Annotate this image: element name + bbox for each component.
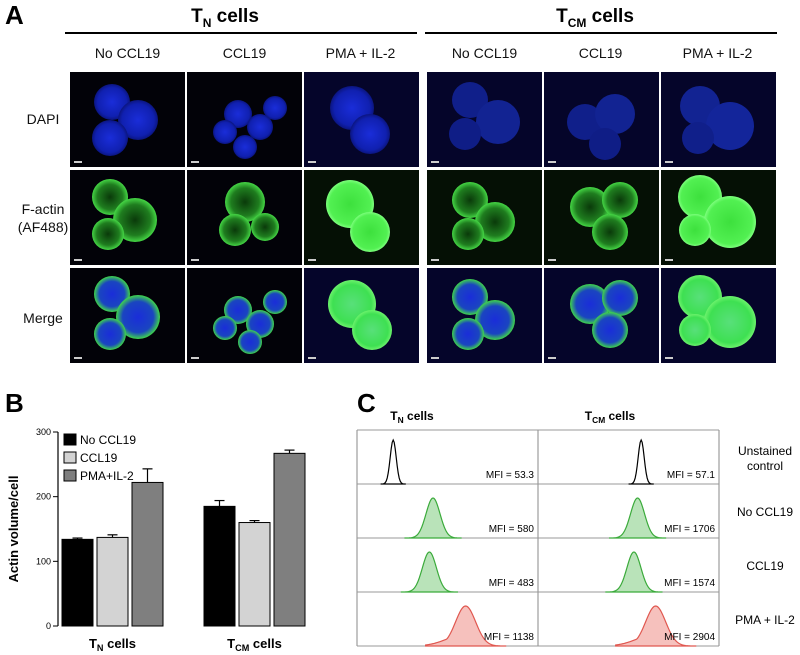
- actin-volume-chart: Actin volume/cell 0 100 200 300 TN cells TCM c…: [6, 427, 306, 653]
- mfi-label: MFI = 1574: [664, 578, 715, 589]
- row-label: CCL19: [746, 559, 784, 573]
- micrograph-row-merge: [70, 268, 776, 363]
- legend-label: PMA+IL-2: [80, 469, 134, 483]
- group-title-tcm-rest: cells: [586, 6, 634, 27]
- legend-swatch: [63, 433, 77, 446]
- bar: [273, 452, 306, 627]
- panel-b-letter: B: [5, 388, 24, 418]
- y-axis-label: Actin volume/cell: [6, 476, 21, 583]
- group-title-tn-rest: cells: [211, 6, 259, 27]
- column-header: No CCL19: [451, 45, 518, 61]
- mfi-label: MFI = 53.3: [486, 470, 535, 481]
- scale-bars: [74, 161, 673, 359]
- bar: [131, 481, 164, 627]
- group-title-tcm: TCM cells: [425, 6, 765, 30]
- group-title-tn: TN cells: [55, 6, 395, 30]
- bar: [96, 536, 129, 627]
- bar: [61, 538, 94, 627]
- histogram-curve: [404, 497, 462, 539]
- group-title-tn-sub: N: [202, 15, 212, 30]
- column-header: PMA + IL-2: [325, 45, 396, 61]
- micrograph-row-dapi: [70, 72, 776, 167]
- x-category-label: TN cells: [89, 636, 136, 653]
- column-header: No CCL19: [94, 45, 161, 61]
- row-label-factin-line2: (AF488): [17, 219, 69, 235]
- group-title-tcm-sub: CM: [567, 15, 587, 30]
- histogram-curve: [628, 438, 654, 485]
- column-header: CCL19: [578, 45, 623, 61]
- row-label-factin-line1: F-actin: [21, 201, 65, 217]
- column-title-tn: TN cells: [390, 409, 434, 425]
- histogram-curve: [615, 605, 697, 647]
- group-title-tn-main: T: [191, 6, 203, 27]
- mfi-label: MFI = 1706: [664, 524, 715, 535]
- histogram-curve: [605, 551, 663, 593]
- y-tick-label: 200: [36, 492, 51, 502]
- group-underline-tcm: [425, 32, 777, 34]
- row-label-dapi: DAPI: [26, 111, 60, 127]
- y-tick-label: 0: [46, 621, 51, 631]
- legend-swatch: [63, 451, 77, 464]
- flow-histogram-grid: TN cells TCM cells MFI = 53.3 MFI = 57.1 Uns…: [356, 409, 795, 647]
- histogram-curve: [608, 497, 667, 539]
- row-label: PMA + IL-2: [735, 613, 795, 627]
- x-category-label: TCM cells: [227, 636, 282, 653]
- mfi-label: MFI = 2904: [664, 632, 715, 643]
- panel-c-letter: C: [357, 388, 376, 418]
- histogram-curve: [380, 438, 406, 485]
- group-underline-tn: [65, 32, 417, 34]
- row-label: No CCL19: [737, 505, 793, 519]
- histogram-curve: [400, 551, 458, 593]
- row-label: control: [747, 459, 783, 473]
- micrograph-grid: [70, 72, 776, 363]
- mfi-label: MFI = 1138: [484, 632, 535, 643]
- mfi-label: MFI = 580: [489, 524, 535, 535]
- y-tick-label: 300: [36, 427, 51, 437]
- y-tick-label: 100: [36, 556, 51, 566]
- legend-label: No CCL19: [80, 433, 136, 447]
- micrograph-row-factin: [70, 170, 776, 265]
- legend-swatch: [63, 469, 77, 482]
- bar: [238, 522, 271, 627]
- mfi-label: MFI = 483: [489, 578, 535, 589]
- histogram-curve: [425, 605, 507, 647]
- mfi-label: MFI = 57.1: [667, 470, 716, 481]
- column-header: CCL19: [222, 45, 267, 61]
- bar: [203, 505, 236, 627]
- row-label-merge: Merge: [23, 310, 63, 326]
- column-title-tcm: TCM cells: [585, 409, 636, 425]
- panel-a-letter: A: [5, 0, 24, 30]
- column-header: PMA + IL-2: [682, 45, 753, 61]
- row-label: Unstained: [738, 444, 792, 458]
- row-label-factin: F-actin (AF488): [8, 200, 78, 236]
- group-title-tcm-main: T: [556, 6, 568, 27]
- legend-label: CCL19: [80, 451, 118, 465]
